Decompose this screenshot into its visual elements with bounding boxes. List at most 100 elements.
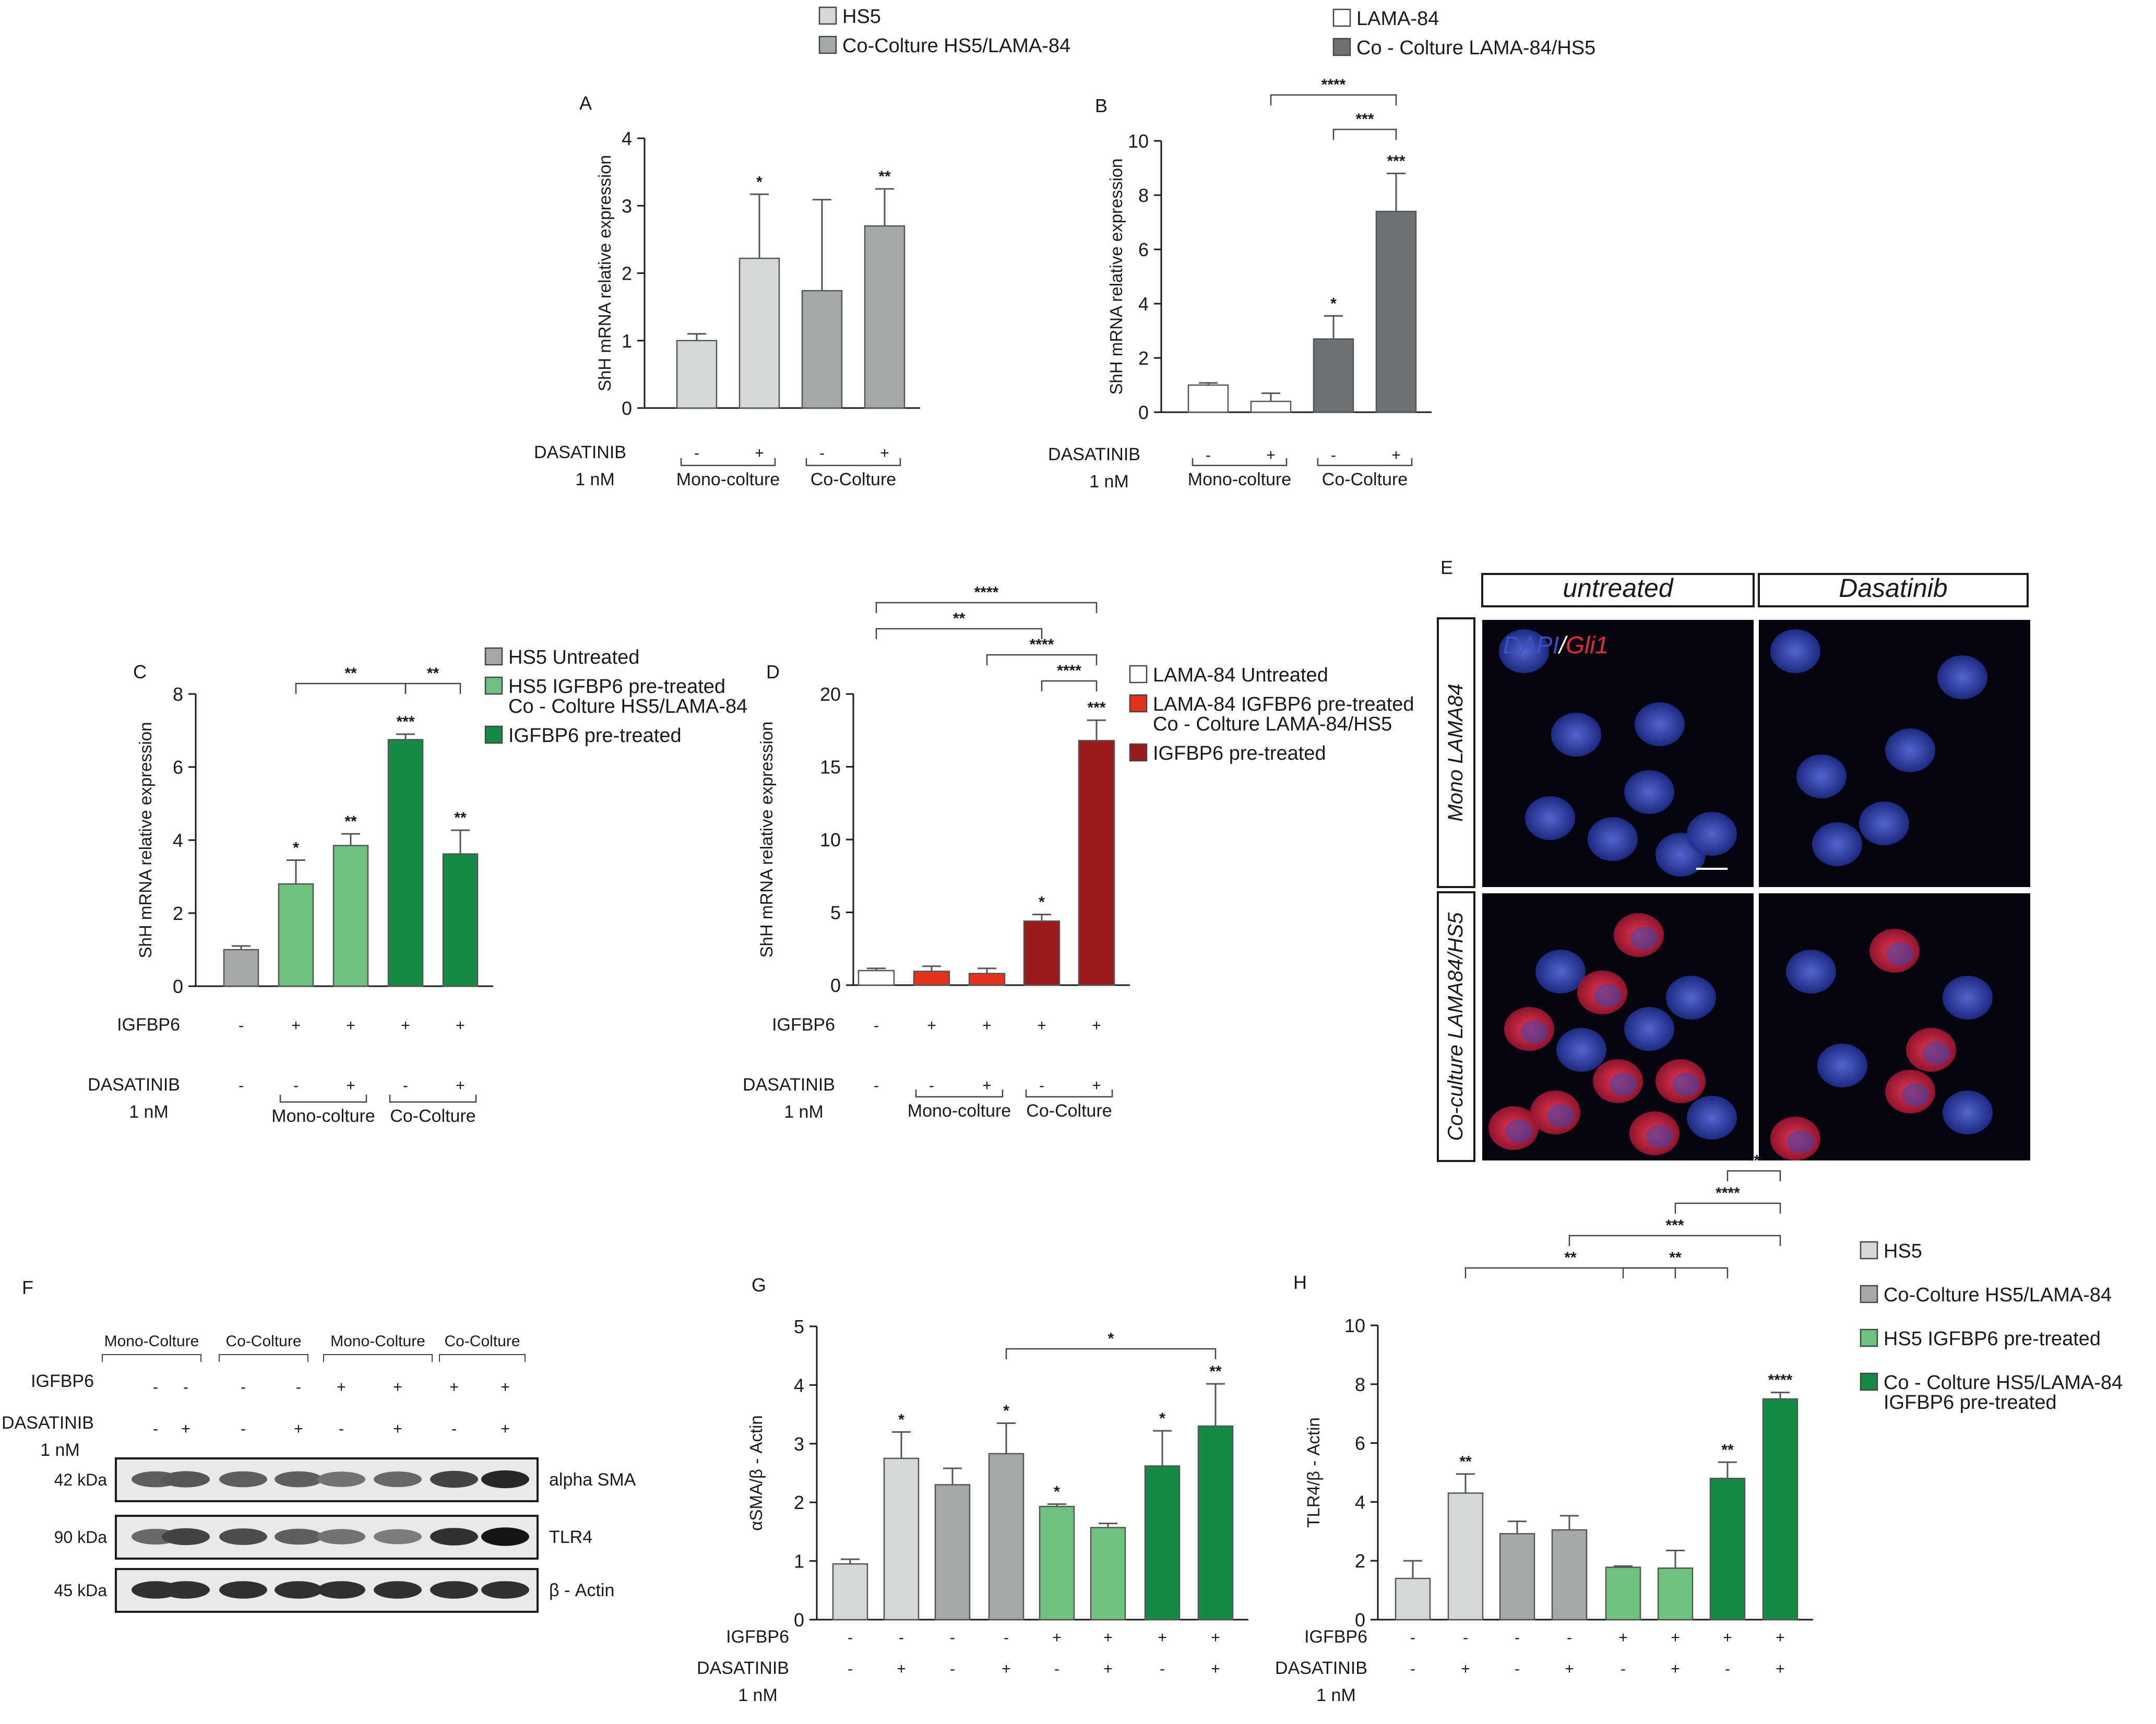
stain-gli1: Gli1: [1566, 631, 1609, 659]
significance-bracket: [986, 654, 1098, 665]
blot-band: [430, 1528, 478, 1546]
significance-bracket: [295, 683, 407, 694]
row-label: DASATINIB: [2, 1413, 94, 1433]
legend-label: IGFBP6 pre-treated: [508, 725, 682, 747]
row-sublabel: 1 nM: [129, 1102, 169, 1122]
bar: [864, 225, 906, 409]
bar: [988, 1453, 1025, 1621]
y-tick-label: 8: [1138, 185, 1149, 206]
bracket-label: ****: [1716, 1184, 1740, 1202]
treatment-mark: +: [897, 1660, 906, 1678]
dapi-nucleus: [1687, 812, 1737, 856]
treatment-mark: +: [1211, 1629, 1220, 1646]
treatment-mark: +: [1391, 447, 1401, 464]
row-header: Mono LAMA84: [1444, 684, 1467, 822]
row-header: Co-culture LAMA84/HS5: [1444, 912, 1467, 1141]
treatment-mark: -: [1410, 1660, 1415, 1678]
significance-bracket: [875, 628, 1043, 639]
y-tick-label: 3: [622, 195, 632, 217]
blot-band: [430, 1470, 478, 1488]
group-bracket: [805, 458, 901, 466]
y-tick-label: 6: [1355, 1433, 1365, 1454]
y-tick-label: 4: [1138, 293, 1149, 315]
treatment-mark: +: [1037, 1017, 1046, 1034]
row-label: DASATINIB: [697, 1658, 789, 1678]
treatment-mark: +: [1461, 1660, 1470, 1678]
legend-swatch: [1129, 743, 1148, 762]
legend-label: IGFBP6 pre-treated: [1153, 743, 1326, 764]
treatment-mark: -: [403, 1077, 408, 1094]
group-label: Mono-colture: [271, 1106, 375, 1126]
blot-group-bracket: [219, 1354, 308, 1362]
y-tick-label: 2: [622, 263, 632, 284]
legend-label: IGFBP6 pre-treated: [1884, 1392, 2057, 1414]
group-label: Mono-colture: [1188, 470, 1291, 489]
panel-label: D: [766, 661, 780, 683]
legend-swatch: [818, 6, 837, 25]
legend-swatch: [1860, 1328, 1878, 1347]
treatment-mark: +: [1103, 1660, 1113, 1678]
y-tick-label: 2: [1138, 348, 1149, 369]
treatment-mark: +: [1052, 1629, 1062, 1646]
treatment-mark: -: [241, 1379, 246, 1396]
row-label: DASATINIB: [1275, 1658, 1367, 1678]
group-label: Mono-colture: [676, 470, 780, 489]
blot-band: [275, 1528, 323, 1545]
nucleus-overlay: [1923, 1041, 1950, 1064]
legend-swatch: [818, 35, 837, 54]
treatment-mark: +: [1671, 1629, 1680, 1646]
protein-label: TLR4: [549, 1527, 592, 1547]
y-tick-label: 5: [830, 902, 841, 924]
bar: [934, 1484, 971, 1621]
treatment-mark: -: [1206, 447, 1211, 464]
significance-bracket: [404, 683, 461, 694]
bar: [1187, 384, 1229, 413]
y-tick-label: 8: [1355, 1374, 1365, 1395]
blot-band: [162, 1471, 210, 1488]
dapi-nucleus: [1556, 1028, 1606, 1072]
y-tick-label: 0: [173, 976, 183, 997]
y-tick-label: 6: [173, 757, 183, 778]
nucleus-overlay: [1505, 1120, 1532, 1143]
blot-band: [162, 1581, 210, 1599]
y-axis-label: ShH mRNA relative expression: [595, 155, 614, 391]
group-label: Co-Colture: [390, 1106, 475, 1126]
y-axis-label: ShH mRNA relative expression: [757, 721, 776, 957]
dapi-nucleus: [1551, 713, 1601, 757]
y-tick-label: 10: [820, 829, 841, 851]
bar: [676, 340, 718, 409]
significance-label: **: [454, 809, 467, 827]
legend-label: LAMA-84: [1356, 8, 1439, 30]
legend-label: Co-Colture HS5/LAMA-84: [842, 35, 1070, 57]
row-label: IGFBP6: [772, 1015, 835, 1035]
legend-swatch: [1332, 38, 1351, 56]
significance-bracket: [1005, 1348, 1217, 1359]
bracket-label: ***: [1665, 1217, 1684, 1234]
treatment-mark: -: [1515, 1660, 1520, 1678]
bar: [1023, 920, 1061, 986]
treatment-mark: -: [899, 1629, 904, 1646]
legend-label: HS5 IGFBP6 pre-treated: [1884, 1328, 2101, 1350]
significance-label: ***: [1087, 699, 1105, 716]
bar: [1250, 400, 1292, 413]
bracket-label: **: [1564, 1249, 1577, 1266]
significance-label: *: [293, 840, 299, 857]
legend-swatch: [1129, 665, 1148, 684]
treatment-mark: -: [241, 1420, 246, 1438]
significance-label: **: [878, 168, 891, 185]
significance-bracket: [1622, 1267, 1729, 1278]
bar: [857, 969, 895, 986]
legend-swatch: [484, 725, 503, 744]
treatment-mark: -: [1463, 1629, 1468, 1646]
panel-label: H: [1293, 1272, 1307, 1293]
treatment-mark: +: [927, 1017, 936, 1034]
legend-label: HS5 IGFBP6 pre-treated: [508, 676, 725, 698]
legend-label: LAMA-84 Untreated: [1153, 664, 1328, 686]
group-label: Co-Colture: [811, 470, 896, 489]
y-tick-label: 5: [794, 1316, 804, 1337]
bar: [1447, 1492, 1484, 1621]
dapi-nucleus: [1499, 629, 1549, 673]
y-tick-label: 0: [622, 398, 632, 419]
row-header-box: [1437, 617, 1475, 888]
